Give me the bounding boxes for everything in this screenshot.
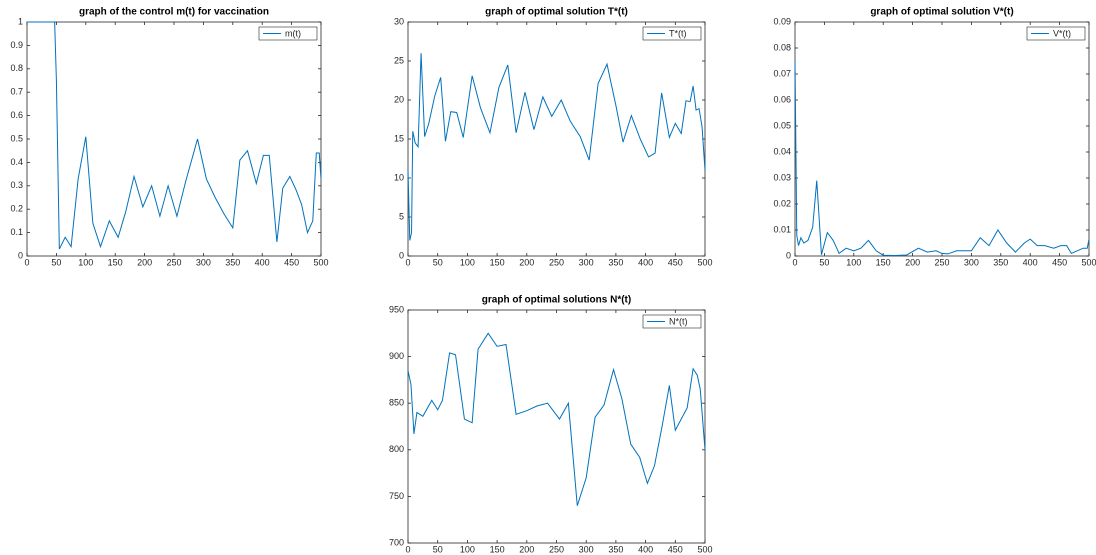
y-tick-label: 0	[786, 250, 791, 260]
y-tick-label: 0.09	[773, 16, 791, 26]
legend-box	[642, 26, 702, 41]
x-tick-label: 400	[255, 257, 270, 267]
data-line	[407, 53, 706, 241]
chart-title: graph of optimal solution V*(t)	[870, 7, 1013, 18]
x-tick-label: 50	[433, 544, 443, 554]
x-tick-label: 300	[196, 257, 211, 267]
y-tick-label: 0.01	[773, 224, 791, 234]
legend-label: T*(t)	[669, 28, 687, 38]
legend-box	[1026, 26, 1086, 41]
legend-box	[642, 314, 702, 329]
x-tick-label: 250	[549, 544, 564, 554]
y-tick-label: 1	[18, 16, 23, 26]
y-tick-label: 0.5	[10, 133, 23, 143]
y-tick-label: 10	[394, 172, 404, 182]
y-tick-label: 0.03	[773, 172, 791, 182]
y-tick-label: 0.2	[10, 204, 23, 214]
x-tick-label: 250	[549, 257, 564, 267]
y-tick-label: 0.9	[10, 40, 23, 50]
y-tick-label: 0.06	[773, 94, 791, 104]
x-tick-label: 500	[313, 257, 328, 267]
x-tick-label: 50	[819, 257, 829, 267]
plot-area	[794, 21, 1090, 257]
y-tick-label: 0.8	[10, 63, 23, 73]
legend-box	[258, 26, 318, 41]
data-line	[794, 60, 1090, 256]
x-tick-label: 200	[519, 544, 534, 554]
y-tick-label: 0.02	[773, 198, 791, 208]
y-tick-label: 20	[394, 94, 404, 104]
y-tick-label: 700	[389, 537, 404, 547]
x-tick-label: 500	[697, 544, 712, 554]
y-tick-label: 0.07	[773, 68, 791, 78]
x-tick-label: 0	[405, 544, 410, 554]
y-tick-label: 950	[389, 304, 404, 314]
data-line	[27, 21, 322, 250]
y-tick-label: 0.04	[773, 146, 791, 156]
x-tick-label: 450	[1052, 257, 1067, 267]
legend-label: V*(t)	[1053, 28, 1071, 38]
legend-label: m(t)	[285, 28, 301, 38]
x-tick-label: 100	[78, 257, 93, 267]
x-tick-label: 50	[433, 257, 443, 267]
chart-title: graph of optimal solutions N*(t)	[482, 295, 631, 306]
y-tick-label: 0.08	[773, 42, 791, 52]
plot-area	[407, 309, 706, 544]
chart-title: graph of the control m(t) for vaccinatio…	[79, 7, 269, 18]
y-tick-label: 0.05	[773, 120, 791, 130]
x-tick-label: 300	[579, 257, 594, 267]
x-tick-label: 500	[1081, 257, 1096, 267]
y-tick-label: 850	[389, 398, 404, 408]
x-tick-label: 150	[490, 544, 505, 554]
x-tick-label: 350	[993, 257, 1008, 267]
y-tick-label: 0.7	[10, 87, 23, 97]
x-tick-label: 450	[668, 257, 683, 267]
x-tick-label: 350	[225, 257, 240, 267]
x-tick-label: 250	[166, 257, 181, 267]
y-tick-label: 0	[399, 250, 404, 260]
x-tick-label: 50	[51, 257, 61, 267]
y-tick-label: 30	[394, 16, 404, 26]
x-tick-label: 0	[405, 257, 410, 267]
x-tick-label: 100	[846, 257, 861, 267]
legend-label: N*(t)	[669, 316, 688, 326]
chart-title: graph of optimal solution T*(t)	[485, 7, 628, 18]
y-tick-label: 800	[389, 444, 404, 454]
y-tick-label: 5	[399, 211, 404, 221]
y-tick-label: 0.3	[10, 180, 23, 190]
x-tick-label: 450	[668, 544, 683, 554]
x-tick-label: 400	[638, 544, 653, 554]
y-tick-label: 0.1	[10, 227, 23, 237]
x-tick-label: 150	[108, 257, 123, 267]
x-tick-label: 100	[460, 544, 475, 554]
x-tick-label: 150	[876, 257, 891, 267]
x-tick-label: 500	[697, 257, 712, 267]
y-tick-label: 25	[394, 55, 404, 65]
x-tick-label: 0	[792, 257, 797, 267]
plot-area	[407, 21, 706, 257]
plot-area	[26, 21, 322, 257]
x-tick-label: 300	[964, 257, 979, 267]
x-tick-label: 200	[519, 257, 534, 267]
x-tick-label: 200	[137, 257, 152, 267]
data-line	[407, 332, 706, 506]
y-tick-label: 0.4	[10, 157, 23, 167]
x-tick-label: 250	[934, 257, 949, 267]
x-tick-label: 150	[490, 257, 505, 267]
y-tick-label: 0.6	[10, 110, 23, 120]
x-tick-label: 450	[284, 257, 299, 267]
y-tick-label: 750	[389, 491, 404, 501]
x-tick-label: 300	[579, 544, 594, 554]
x-tick-label: 350	[608, 257, 623, 267]
x-tick-label: 0	[24, 257, 29, 267]
y-tick-label: 15	[394, 133, 404, 143]
x-tick-label: 400	[638, 257, 653, 267]
y-tick-label: 900	[389, 351, 404, 361]
x-tick-label: 350	[608, 544, 623, 554]
y-tick-label: 0	[18, 250, 23, 260]
x-tick-label: 100	[460, 257, 475, 267]
x-tick-label: 400	[1023, 257, 1038, 267]
x-tick-label: 200	[905, 257, 920, 267]
